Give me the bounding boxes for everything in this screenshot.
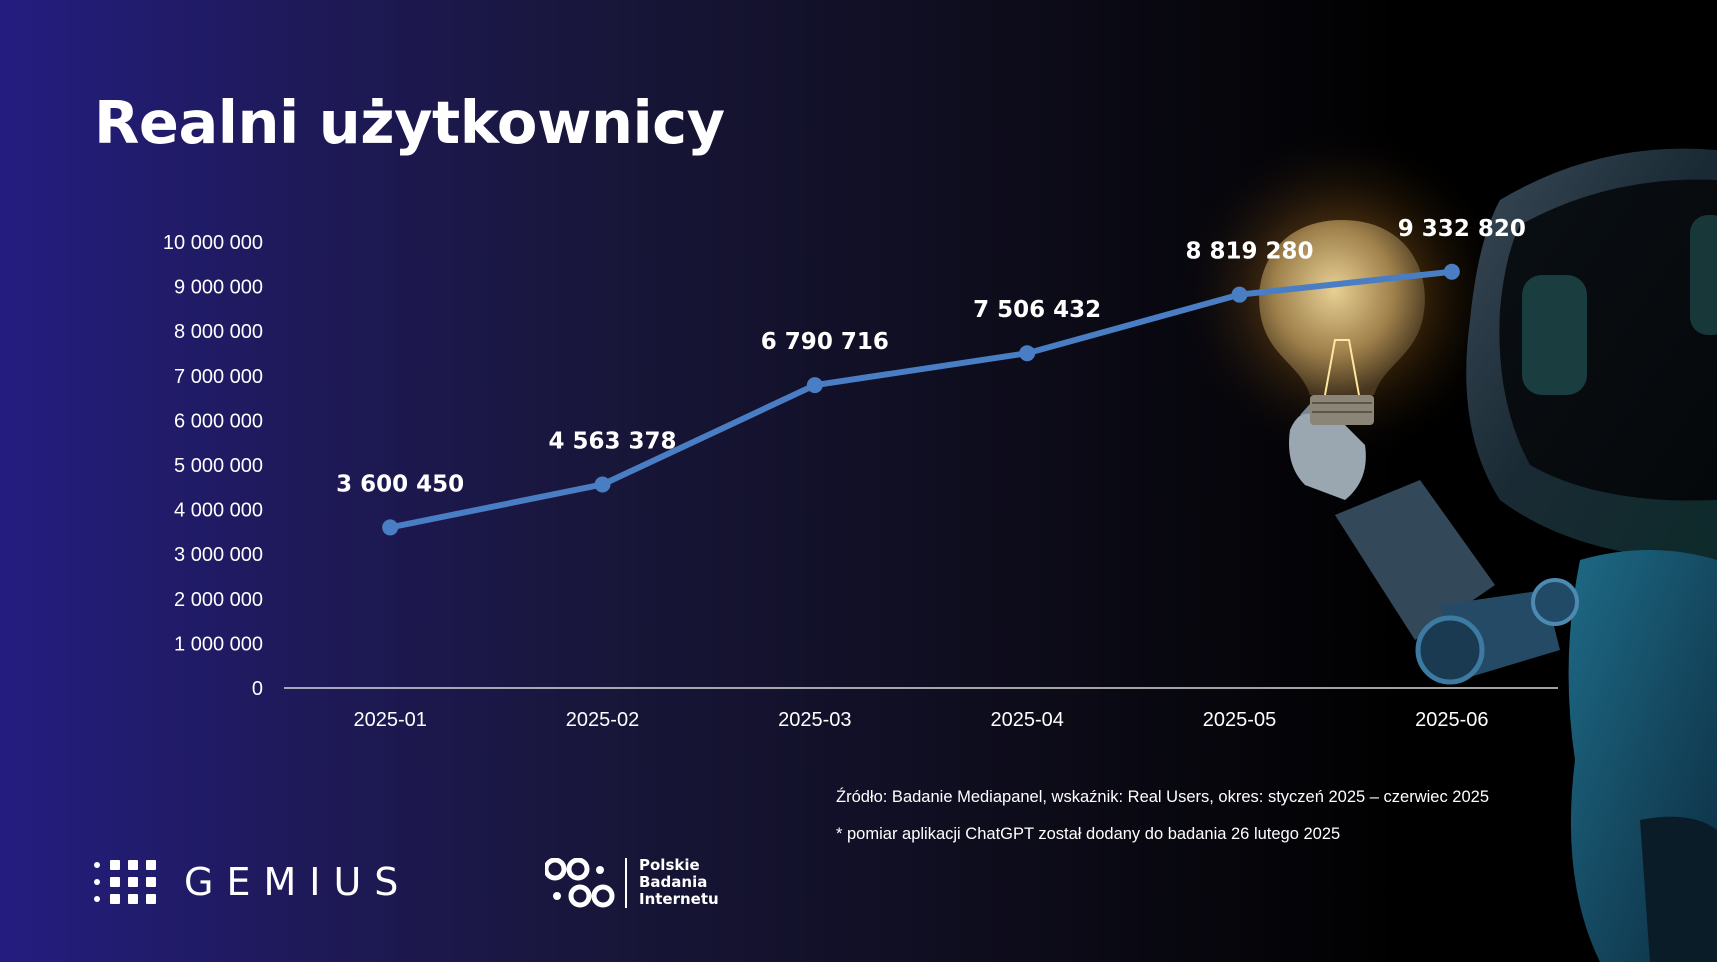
pbi-logo-line: Badania <box>639 873 708 891</box>
y-tick-label: 9 000 000 <box>174 277 263 299</box>
pbi-logo-line: Polskie <box>639 856 700 874</box>
y-tick-label: 3 000 000 <box>174 544 263 566</box>
y-tick-label: 4 000 000 <box>174 500 263 522</box>
gemius-logo: GEMIUS <box>92 856 411 908</box>
x-tick-label: 2025-03 <box>778 709 851 731</box>
y-axis: 0 1 000 000 2 000 000 3 000 000 4 000 000 5 0… <box>163 232 263 700</box>
pbi-logo-line: Internetu <box>639 890 719 908</box>
pbi-logo-icon <box>545 857 615 907</box>
data-point <box>382 519 399 536</box>
gemius-logo-icon <box>92 860 156 904</box>
data-label: 8 819 280 <box>1185 239 1313 265</box>
y-tick-label: 5 000 000 <box>174 455 263 477</box>
data-labels: 3 600 450 4 563 378 6 790 716 7 506 432 8 81… <box>336 216 1526 498</box>
source-note: Źródło: Badanie Mediapanel, wskaźnik: Re… <box>836 788 1489 806</box>
data-label: 9 332 820 <box>1398 216 1526 242</box>
gemius-logo-text: GEMIUS <box>184 860 412 904</box>
x-tick-label: 2025-04 <box>990 709 1063 731</box>
series-line <box>387 268 1455 531</box>
data-label: 7 506 432 <box>973 297 1101 323</box>
data-label: 3 600 450 <box>336 471 464 497</box>
y-tick-label: 10 000 000 <box>163 232 263 254</box>
y-tick-label: 1 000 000 <box>174 633 263 655</box>
page-title: Realni użytkownicy <box>94 88 725 157</box>
x-axis: 2025-01 2025-02 2025-03 2025-04 2025-05 2025-… <box>353 709 1488 731</box>
data-point <box>594 476 611 493</box>
x-tick-label: 2025-01 <box>353 709 426 731</box>
data-point <box>1443 263 1460 280</box>
y-tick-label: 0 <box>252 678 263 700</box>
y-tick-label: 2 000 000 <box>174 589 263 611</box>
pbi-logo: Polskie Badania Internetu <box>545 857 719 908</box>
footnote: * pomiar aplikacji ChatGPT został dodany… <box>836 825 1341 843</box>
data-label: 4 563 378 <box>548 428 676 454</box>
data-point <box>1231 286 1248 303</box>
x-tick-label: 2025-02 <box>566 709 639 731</box>
pbi-logo-divider <box>625 857 627 908</box>
data-point <box>1019 345 1036 362</box>
x-tick-label: 2025-06 <box>1415 709 1488 731</box>
data-point <box>806 377 823 394</box>
y-tick-label: 8 000 000 <box>174 321 263 343</box>
pbi-logo-text: Polskie Badania Internetu <box>639 857 719 908</box>
y-tick-label: 6 000 000 <box>174 410 263 432</box>
data-label: 6 790 716 <box>761 329 889 355</box>
x-tick-label: 2025-05 <box>1203 709 1276 731</box>
y-tick-label: 7 000 000 <box>174 366 263 388</box>
series-real-users <box>382 263 1460 536</box>
